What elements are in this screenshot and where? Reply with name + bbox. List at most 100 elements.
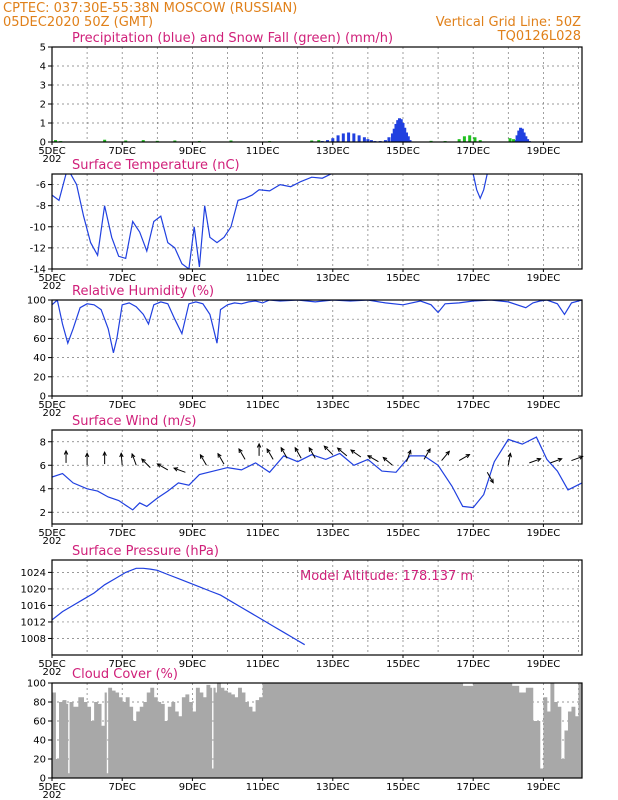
header-model-code: TQ0126L028: [497, 29, 581, 44]
cloud-bar: [504, 683, 513, 778]
bar-precipitation: [519, 127, 523, 142]
panel-3: Relative Humidity (%) 0 20 40 60 80 100 5DEC 7DE…: [27, 284, 583, 419]
y-tick-label: 20: [33, 755, 46, 766]
y-tick-label: 1024: [21, 568, 46, 579]
panel-title: Surface Temperature (nC): [72, 158, 240, 173]
cloud-bar: [115, 692, 120, 778]
wind-arrow-head: [366, 455, 373, 460]
cloud-bar: [94, 702, 99, 778]
wind-arrow-head: [63, 449, 69, 455]
wind-arrow: [350, 449, 362, 458]
wind-arrow: [441, 451, 450, 461]
y-tick-label: -8: [36, 201, 46, 212]
cloud-bar: [215, 692, 218, 778]
x-tick-label: 11DEC: [246, 528, 280, 539]
bar-snow-fall: [54, 140, 58, 142]
cloud-bar: [259, 697, 263, 778]
bar-snow-fall: [473, 137, 477, 142]
cloud-bar: [227, 692, 232, 778]
x-tick-label: 11DEC: [246, 782, 280, 793]
cloud-bar: [111, 690, 116, 778]
panel-title: Relative Humidity (%): [72, 284, 214, 299]
series-line: [52, 174, 332, 269]
cloud-bar: [118, 697, 123, 778]
x-year-label: 202: [42, 790, 61, 800]
x-tick-label: 15DEC: [386, 400, 420, 411]
cloud-bar: [206, 684, 211, 778]
cloud-bar: [438, 683, 457, 778]
y-tick-label: 40: [33, 736, 46, 747]
wind-arrow: [173, 467, 186, 473]
wind-arrow-head: [102, 450, 107, 456]
cloud-bar: [550, 683, 555, 778]
cloud-bar: [532, 721, 541, 778]
header-location: CPTEC: 037:30E-55:38N MOSCOW (RUSSIAN): [3, 1, 297, 16]
wind-arrow: [550, 458, 562, 464]
y-tick-label: 40: [33, 353, 46, 364]
bar-precipitation: [401, 123, 405, 142]
cloud-bar: [83, 702, 88, 778]
x-tick-label: 19DEC: [527, 400, 561, 411]
wind-arrow-head: [323, 445, 329, 451]
cloud-bar: [202, 697, 207, 778]
cloud-bar: [55, 759, 60, 778]
cloud-bar: [101, 725, 106, 778]
x-tick-label: 13DEC: [316, 782, 350, 793]
cloud-bar: [174, 711, 179, 778]
cloud-bar: [97, 703, 102, 778]
wind-arrows: [63, 442, 584, 484]
y-tick-label: -6: [36, 180, 46, 191]
cloud-bar: [483, 683, 495, 778]
y-tick-label: 4: [40, 484, 46, 495]
bar-precipitation: [524, 136, 528, 142]
cloud-bar: [185, 694, 190, 778]
bar-precipitation: [399, 119, 403, 142]
bar-precipitation: [362, 137, 366, 142]
wind-arrow: [382, 457, 393, 466]
cloud-bar: [578, 683, 582, 778]
y-tick-label: 4: [40, 62, 46, 73]
y-tick-label: 1: [40, 119, 46, 130]
y-tick-label: -12: [30, 243, 46, 254]
wind-arrow-head: [238, 448, 243, 454]
bar-snow-fall: [512, 139, 516, 142]
wind-arrow: [529, 458, 541, 464]
x-tick-label: 11DEC: [246, 400, 280, 411]
cloud-bar: [122, 702, 127, 778]
y-tick-label: 2: [40, 100, 46, 111]
panel-4: Surface Wind (m/s) 2 4 6 8 5DEC 7DEC 9DEC 11DEC 1…: [38, 414, 583, 547]
wind-arrow: [406, 450, 412, 462]
cloud-bar: [78, 697, 84, 778]
wind-arrow: [507, 453, 511, 466]
x-tick-label: 9DEC: [179, 659, 206, 670]
cloud-bar: [171, 702, 176, 778]
cloud-bar: [146, 692, 151, 778]
cloud-bar: [108, 687, 113, 778]
wind-arrow-head: [84, 452, 90, 458]
bar-precipitation: [394, 123, 398, 142]
x-tick-label: 7DEC: [109, 528, 136, 539]
panel-frame: [51, 173, 583, 270]
wind-arrow: [423, 448, 431, 460]
x-tick-label: 17DEC: [456, 528, 490, 539]
y-tick-label: 1008: [21, 634, 46, 645]
x-year-label: 202: [42, 408, 61, 419]
series-line: [52, 436, 582, 511]
x-tick-label: 19DEC: [527, 273, 561, 284]
x-tick-label: 9DEC: [179, 146, 206, 157]
cloud-bar: [238, 687, 242, 778]
cloud-bar: [546, 711, 551, 778]
x-tick-label: 19DEC: [527, 146, 561, 157]
series-line: [52, 567, 306, 646]
cloud-bar: [62, 700, 67, 778]
bar-snow-fall: [468, 135, 472, 142]
wind-arrow: [367, 455, 379, 463]
y-tick-label: 3: [40, 81, 46, 92]
panel-title: Surface Wind (m/s): [72, 414, 196, 429]
wind-arrow-head: [156, 463, 162, 468]
x-tick-label: 13DEC: [316, 659, 350, 670]
series-line: [472, 174, 488, 200]
wind-arrow: [217, 453, 225, 465]
bar-precipitation: [513, 140, 517, 142]
